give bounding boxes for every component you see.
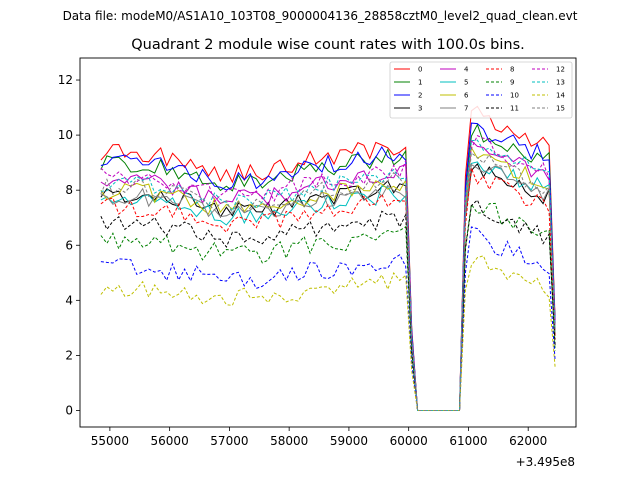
series-line-10 xyxy=(100,226,556,411)
series-line-2 xyxy=(100,122,556,411)
legend-label-5: 5 xyxy=(464,79,468,87)
legend-label-7: 7 xyxy=(464,105,468,113)
legend-label-4: 4 xyxy=(464,66,469,74)
x-offset-label: +3.495e8 xyxy=(516,455,575,469)
series-line-11 xyxy=(100,199,556,411)
legend-label-14: 14 xyxy=(556,92,565,100)
x-tick-label: 58000 xyxy=(270,434,308,448)
axis-layer: 55000 56000 57000 58000 59000 60000 61000 62000… xyxy=(58,73,548,448)
y-tick-label: 6 xyxy=(65,238,73,252)
series-layer xyxy=(100,105,556,411)
series-line-15 xyxy=(100,152,556,411)
y-tick-label: 8 xyxy=(65,183,73,197)
x-tick-label: 60000 xyxy=(390,434,428,448)
x-tick-label: 59000 xyxy=(330,434,368,448)
plot-frame xyxy=(79,57,577,428)
y-tick-label: 2 xyxy=(65,348,73,362)
y-tick-label: 10 xyxy=(58,128,73,142)
series-line-1 xyxy=(100,123,556,411)
series-line-6 xyxy=(100,145,556,411)
legend-label-15: 15 xyxy=(556,105,565,113)
series-line-8 xyxy=(100,167,556,411)
chart-title: Quadrant 2 module wise count rates with … xyxy=(131,37,525,53)
x-tick-label: 61000 xyxy=(449,434,487,448)
y-tick-label: 4 xyxy=(65,293,73,307)
legend-label-3: 3 xyxy=(418,105,422,113)
legend-label-9: 9 xyxy=(510,79,514,87)
legend-label-11: 11 xyxy=(510,105,519,113)
x-tick-label: 57000 xyxy=(210,434,248,448)
series-line-4 xyxy=(100,139,556,411)
legend-label-12: 12 xyxy=(556,66,565,74)
legend-label-13: 13 xyxy=(556,79,565,87)
series-line-14 xyxy=(100,255,556,411)
series-line-9 xyxy=(100,202,556,411)
chart-suptitle: Data file: modeM0/AS1A10_103T08_90000041… xyxy=(63,9,578,23)
x-tick-label: 62000 xyxy=(509,434,547,448)
series-line-7 xyxy=(100,163,556,411)
legend-label-2: 2 xyxy=(418,92,422,100)
legend-box xyxy=(389,61,573,119)
legend-label-0: 0 xyxy=(418,66,422,74)
legend-label-6: 6 xyxy=(464,92,469,100)
legend-label-8: 8 xyxy=(510,66,514,74)
legend-label-10: 10 xyxy=(510,92,519,100)
y-tick-label: 12 xyxy=(58,73,73,87)
x-tick-label: 56000 xyxy=(151,434,189,448)
y-tick-label: 0 xyxy=(65,403,73,417)
legend-label-1: 1 xyxy=(418,79,422,87)
x-tick-label: 55000 xyxy=(91,434,129,448)
